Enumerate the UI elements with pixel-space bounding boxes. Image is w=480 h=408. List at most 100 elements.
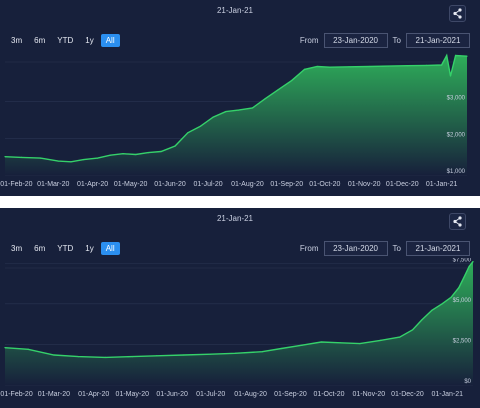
y-tick-label: $7,500 [453, 258, 472, 263]
x-tick-label: 01-May-20 [114, 181, 148, 188]
x-tick-label: 01-Aug-20 [231, 181, 264, 188]
date-range-controls: From 23-Jan-2020 To 21-Jan-2021 [300, 33, 470, 48]
data-point [4, 347, 6, 349]
x-tick-label: 01-Sep-20 [274, 391, 307, 398]
to-label: To [392, 36, 401, 45]
data-point [156, 355, 158, 357]
y-tick-label: $5,000 [453, 298, 472, 304]
data-point [251, 107, 254, 109]
range-button-1y[interactable]: 1y [85, 36, 94, 45]
date-range-controls: From 23-Jan-2020 To 21-Jan-2021 [300, 241, 470, 256]
to-date-input[interactable]: 21-Jan-2021 [406, 33, 470, 48]
data-point [199, 125, 202, 127]
data-point [320, 341, 322, 343]
data-point [104, 356, 106, 359]
data-point [187, 132, 189, 134]
x-tick-label: 01-Apr-20 [77, 181, 108, 188]
x-tick-label: 01-May-20 [116, 391, 150, 398]
range-button-all[interactable]: All [100, 34, 120, 47]
x-tick-label: 01-Oct-20 [309, 181, 340, 188]
from-date-input[interactable]: 23-Jan-2020 [323, 33, 388, 48]
data-point [303, 68, 306, 70]
data-point [411, 329, 414, 331]
range-button-3m[interactable]: 3m [11, 244, 23, 253]
data-point [368, 65, 370, 68]
from-date-input[interactable]: 23-Jan-2020 [323, 241, 388, 256]
series-area [5, 261, 473, 385]
data-point [379, 339, 382, 341]
data-point [237, 109, 240, 111]
share-icon [453, 216, 462, 227]
x-tick-label: 01-Aug-20 [234, 391, 267, 398]
data-point [122, 153, 124, 155]
x-tick-label: 01-Jun-20 [154, 181, 186, 188]
data-point [301, 344, 303, 346]
share-button[interactable] [449, 5, 466, 22]
x-tick-label: 01-Feb-20 [0, 391, 32, 398]
x-tick-label: 01-Dec-20 [386, 181, 419, 188]
x-tick-label: 01-Jan-21 [426, 181, 458, 188]
chart-date-title: 21-Jan-21 [216, 6, 254, 15]
data-point [57, 160, 59, 162]
data-point [210, 353, 212, 355]
data-point [212, 116, 214, 118]
share-button[interactable] [449, 213, 466, 230]
data-point [387, 65, 389, 67]
range-selector: 3m 6m YTD 1y All [6, 242, 120, 255]
range-button-ytd[interactable]: YTD [57, 244, 74, 253]
data-point [280, 347, 283, 350]
range-selector: 3m 6m YTD 1y All [6, 34, 120, 47]
data-point [425, 64, 427, 66]
data-point [261, 351, 263, 353]
to-date-input[interactable]: 21-Jan-2021 [406, 241, 470, 256]
data-point [4, 156, 6, 158]
data-point [458, 286, 460, 289]
data-point [472, 261, 474, 263]
x-tick-label: 01-Jul-20 [193, 181, 222, 188]
x-tick-label: 01-Nov-20 [353, 391, 386, 398]
range-button-ytd[interactable]: YTD [57, 36, 74, 45]
data-point [77, 355, 79, 358]
data-point [97, 157, 99, 159]
from-label: From [299, 36, 319, 45]
data-point [277, 89, 279, 91]
data-point [183, 354, 185, 356]
x-tick-label: 01-Jan-21 [432, 391, 464, 398]
range-button-1y[interactable]: 1y [85, 244, 94, 253]
chart-date-title: 21-Jan-21 [216, 214, 254, 223]
data-point [27, 348, 29, 350]
data-point [348, 66, 350, 68]
data-point [174, 145, 176, 147]
y-tick-label: $1,000 [447, 169, 466, 175]
data-point [460, 55, 462, 57]
series-area [5, 55, 467, 175]
x-tick-label: 01-Jun-20 [156, 391, 188, 398]
to-label: To [392, 244, 401, 253]
data-point [359, 343, 361, 345]
x-tick-label: 01-Dec-20 [391, 391, 424, 398]
data-point [431, 309, 433, 311]
data-point [329, 66, 331, 68]
data-point [468, 265, 470, 268]
data-point [449, 75, 452, 77]
range-button-6m[interactable]: 6m [34, 244, 46, 253]
y-tick-label: $0 [464, 379, 471, 385]
data-point [450, 296, 452, 298]
x-tick-label: 01-Apr-20 [78, 391, 109, 398]
data-point [466, 55, 468, 57]
range-button-3m[interactable]: 3m [11, 36, 23, 45]
y-tick-label: $2,500 [453, 338, 472, 344]
x-tick-label: 01-Mar-20 [38, 391, 70, 398]
y-tick-label: $2,000 [447, 132, 466, 138]
data-point [406, 65, 408, 67]
data-point [264, 98, 266, 100]
data-point [83, 159, 85, 161]
range-button-all[interactable]: All [100, 242, 120, 255]
range-button-6m[interactable]: 6m [34, 36, 46, 45]
data-point [131, 355, 133, 358]
data-point [420, 319, 423, 321]
data-point [109, 154, 111, 156]
data-point [39, 157, 42, 159]
data-point [316, 65, 318, 68]
chart-panel-1: 21-Jan-21 3m 6m YTD 1y All From 23-Jan-2… [0, 0, 480, 196]
